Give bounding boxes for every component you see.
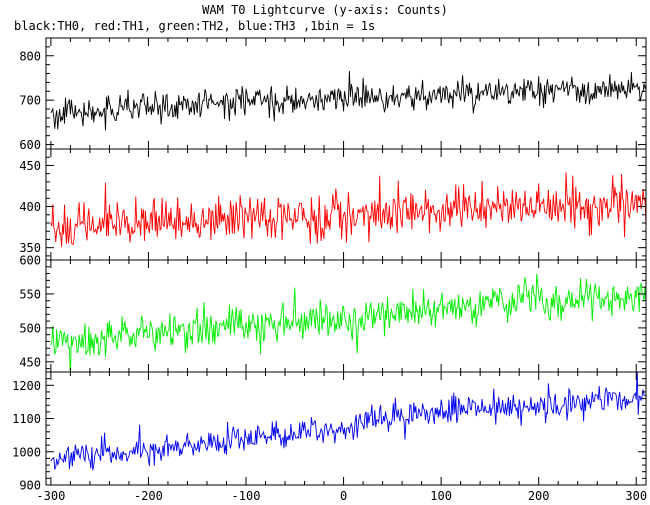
- y-tick-label: 600: [19, 138, 41, 152]
- panel-frame: [45, 371, 647, 486]
- y-tick-label: 800: [19, 49, 41, 63]
- y-tick-label: 600: [19, 254, 41, 268]
- y-tick-label: 400: [19, 200, 41, 214]
- series-th0: [50, 70, 646, 131]
- y-tick-label: 900: [19, 479, 41, 493]
- series-th3: [50, 372, 646, 471]
- y-tick-label: 450: [19, 355, 41, 369]
- series-th1: [50, 172, 646, 247]
- y-tick-label: 1000: [12, 445, 41, 459]
- x-tick-label: -200: [134, 489, 163, 503]
- x-tick-label: 200: [528, 489, 550, 503]
- x-tick-label: 100: [430, 489, 452, 503]
- y-tick-label: 450: [19, 159, 41, 173]
- panel-th0: 600 700 800: [19, 37, 647, 152]
- y-tick-label: 1200: [12, 379, 41, 393]
- series-th2: [50, 273, 646, 372]
- panel-th2: 450 500 550 600: [19, 254, 647, 373]
- x-tick-label: -300: [36, 489, 65, 503]
- panel-frame: [45, 37, 647, 150]
- y-tick-label: 350: [19, 241, 41, 255]
- x-tick-label: -100: [232, 489, 261, 503]
- panel-th3: 900 1000 1100 1200: [12, 371, 647, 493]
- x-tick-label: 0: [340, 489, 347, 503]
- y-tick-label: 1100: [12, 412, 41, 426]
- panel-th1: 350 400 450: [19, 148, 647, 261]
- x-tick-label: 300: [625, 489, 647, 503]
- y-tick-label: 500: [19, 321, 41, 335]
- panel-frame: [45, 259, 647, 373]
- y-tick-label: 550: [19, 287, 41, 301]
- chart-legend-note: black:TH0, red:TH1, green:TH2, blue:TH3 …: [14, 19, 376, 33]
- chart-title: WAM T0 Lightcurve (y-axis: Counts): [202, 3, 448, 17]
- y-tick-label: 700: [19, 94, 41, 108]
